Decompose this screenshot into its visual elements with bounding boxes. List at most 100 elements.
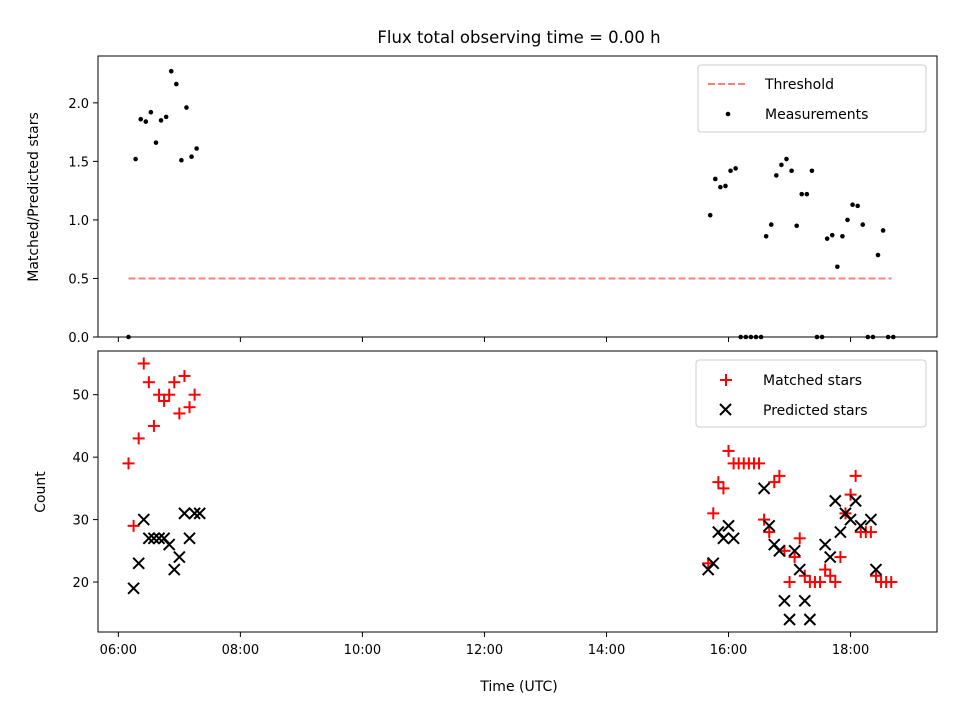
measurement-point (774, 173, 779, 178)
matched-star-marker (173, 407, 186, 420)
x-tick-label: 06:00 (100, 643, 137, 658)
measurement-point (153, 140, 159, 145)
predicted-star-marker (869, 563, 883, 576)
matched-star-marker (168, 376, 181, 389)
measurement-point (880, 228, 886, 233)
measurement-point (133, 156, 138, 162)
predicted-star-marker (793, 563, 806, 576)
measurement-point (875, 252, 881, 258)
predicted-star-marker (717, 532, 730, 545)
predicted-star-marker (188, 507, 201, 520)
measurement-point (718, 184, 723, 190)
x-axis-label: Time (UTC) (479, 679, 557, 695)
predicted-star-marker (788, 544, 801, 558)
count-plot-frame (97, 350, 938, 633)
matched-star-marker (122, 457, 135, 470)
ratio-y-tick-label: 1.0 (68, 214, 89, 229)
predicted-star-marker (854, 519, 867, 533)
matched-star-marker (773, 469, 786, 482)
ratio-axis-ticks: 0.0 0.5 1.0 1.5 2.0 (68, 97, 852, 346)
measurement-point (779, 162, 784, 168)
matched-star-marker (712, 476, 725, 489)
matched-star-marker (885, 576, 898, 589)
measurement-point (733, 166, 738, 171)
count-panel: 20 30 40 50 06:00 08:00 10:00 12:00 14:00 16:00 18… (33, 350, 938, 695)
legend-matched-label: Matched stars (763, 373, 862, 389)
predicted-star-marker (162, 538, 176, 551)
measurement-point (855, 203, 860, 209)
measurement-point (840, 234, 845, 239)
matched-star-marker (834, 551, 847, 564)
predicted-star-marker (137, 513, 150, 526)
predicted-star-marker (849, 494, 862, 508)
measurement-point (163, 114, 169, 120)
measurement-point (860, 222, 866, 227)
count-y-tick-label: 40 (72, 451, 89, 466)
matched-star-marker (788, 551, 801, 564)
legend-predicted-swatch (719, 403, 732, 416)
predicted-star-marker (722, 519, 735, 533)
predicted-star-marker (168, 563, 181, 576)
predicted-star-marker (803, 613, 817, 626)
measurement-point (138, 116, 144, 122)
predicted-star-marker (152, 532, 166, 545)
count-axis-ticks: 20 30 40 50 06:00 08:00 10:00 12:00 14:00 16:00 18… (72, 389, 869, 658)
measurement-point (189, 154, 194, 159)
x-tick-label: 16:00 (710, 643, 747, 658)
predicted-star-marker (834, 525, 847, 539)
measurement-point (728, 168, 733, 174)
ratio-y-tick-label: 0.0 (68, 331, 89, 346)
matched-star-marker (753, 457, 766, 470)
ratio-plot-frame (97, 55, 938, 338)
measurement-point (824, 236, 830, 241)
chart-title: Flux total observing time = 0.00 h (377, 28, 660, 47)
predicted-star-marker (864, 513, 878, 526)
ratio-legend-box (697, 64, 927, 133)
predicted-star-marker (142, 532, 156, 545)
predicted-star-marker (778, 594, 791, 607)
legend-predicted-label: Predicted stars (763, 403, 868, 419)
matched-star-marker (763, 526, 776, 539)
measurement-point (784, 156, 789, 162)
count-y-tick-label: 20 (72, 576, 89, 591)
predicted-star-marker (183, 532, 196, 545)
ratio-panel: 0.00.51.01.52.0 Matched/Predicted stars … (26, 55, 938, 346)
measurement-point (194, 146, 199, 151)
predicted-star-marker (783, 613, 796, 626)
legend-measurements-swatch (725, 111, 731, 117)
count-y-tick-label: 30 (72, 514, 89, 529)
x-tick-label: 08:00 (222, 643, 259, 658)
matched-star-marker (793, 532, 806, 545)
predicted-star-marker (178, 507, 191, 520)
predicted-star-marker (829, 494, 842, 508)
predicted-star-marker (147, 532, 161, 545)
count-legend: Matched stars Predicted stars (695, 359, 927, 428)
matched-star-marker (132, 432, 145, 445)
measurement-point (804, 191, 810, 197)
measurement-point (789, 168, 794, 174)
matched-star-marker (824, 569, 837, 582)
measurement-point (158, 118, 164, 123)
matched-star-marker (819, 563, 832, 576)
x-tick-label: 12:00 (466, 643, 503, 658)
ratio-y-tick-label: 1.5 (68, 155, 89, 170)
predicted-star-marker (193, 507, 206, 520)
predicted-star-marker (773, 544, 786, 558)
ratio-y-tick-label: 2.0 (68, 97, 89, 112)
matched-star-marker (163, 388, 176, 401)
matched-star-marker (849, 469, 862, 482)
legend-matched-swatch (720, 374, 732, 386)
matched-star-marker (814, 576, 827, 589)
ratio-y-tick-label: 0.5 (68, 272, 89, 287)
matched-star-marker (127, 519, 140, 532)
predicted-star-marker (132, 557, 145, 570)
x-tick-label: 10:00 (344, 643, 381, 658)
matched-star-marker (722, 444, 735, 457)
measurement-point (707, 212, 713, 218)
matched-star-marker (798, 569, 811, 582)
matched-star-marker (188, 388, 201, 401)
matched-star-marker (829, 576, 842, 589)
ratio-series (126, 68, 896, 340)
count-series (122, 357, 898, 626)
measurement-point (179, 157, 184, 163)
